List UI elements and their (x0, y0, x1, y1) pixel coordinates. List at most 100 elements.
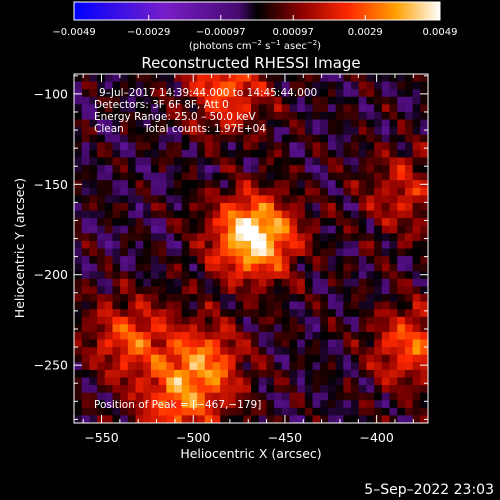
heatmap-cell (412, 385, 421, 394)
heatmap-cell (266, 385, 275, 394)
heatmap-cell (127, 104, 137, 113)
heatmap-cell (158, 119, 167, 128)
heatmap-cell (74, 104, 83, 113)
heatmap-cell (243, 233, 252, 242)
heatmap-cell (212, 377, 221, 386)
heatmap-cell (366, 142, 375, 151)
heatmap-cell (320, 271, 329, 280)
heatmap-cell (412, 331, 421, 341)
heatmap-cell (81, 74, 90, 83)
heatmap-cell (166, 210, 175, 219)
heatmap-cell (404, 324, 414, 333)
heatmap-cell (143, 89, 152, 98)
heatmap-cell (127, 354, 137, 363)
heatmap-cell (235, 142, 244, 151)
heatmap-cell (404, 119, 414, 128)
heatmap-cell (212, 180, 221, 189)
heatmap-cell (274, 149, 283, 159)
heatmap-cell (181, 278, 191, 288)
heatmap-cell (412, 400, 421, 409)
heatmap-cell (97, 157, 106, 166)
heatmap-cell (204, 263, 214, 272)
heatmap-cell (81, 96, 90, 105)
heatmap-cell (189, 157, 198, 166)
heatmap-cell (189, 294, 198, 303)
heatmap-cell (274, 385, 283, 394)
heatmap-cell (227, 225, 237, 234)
heatmap-cell (274, 210, 283, 219)
heatmap-cell (89, 362, 98, 371)
heatmap-cell (397, 89, 406, 98)
heatmap-cell (381, 263, 391, 272)
heatmap-cell (258, 119, 267, 128)
heatmap-cell (158, 256, 167, 265)
heatmap-cell (420, 142, 428, 151)
heatmap-cell (135, 74, 144, 83)
heatmap-cell (389, 119, 398, 128)
heatmap-cell (381, 339, 391, 348)
heatmap-cell (327, 271, 337, 280)
heatmap-cell (127, 324, 137, 333)
heatmap-cell (204, 149, 214, 159)
heatmap-cell (304, 369, 314, 379)
heatmap-cell (335, 157, 344, 166)
heatmap-cell (274, 165, 283, 174)
heatmap-cell (258, 309, 267, 318)
heatmap-cell (166, 202, 175, 212)
heatmap-cell (327, 74, 337, 83)
heatmap-cell (104, 248, 114, 257)
heatmap-cell (112, 407, 121, 417)
heatmap-cell (366, 377, 375, 386)
heatmap-cell (204, 278, 214, 288)
heatmap-cell (235, 111, 244, 121)
heatmap-cell (251, 377, 260, 386)
heatmap-cell (374, 271, 383, 280)
heatmap-cell (304, 316, 314, 325)
heatmap-cell (112, 89, 121, 98)
heatmap-cell (243, 104, 252, 113)
heatmap-cell (235, 339, 244, 348)
heatmap-cell (158, 263, 167, 272)
heatmap-cell (243, 407, 252, 417)
heatmap-cell (420, 256, 428, 265)
heatmap-cell (89, 354, 98, 363)
heatmap-cell (97, 202, 106, 212)
heatmap-cell (97, 104, 106, 113)
heatmap-cell (174, 134, 183, 143)
heatmap-cell (150, 202, 160, 212)
heatmap-cell (320, 233, 329, 242)
heatmap-cell (266, 157, 275, 166)
heatmap-cell (181, 256, 191, 265)
heatmap-cell (274, 134, 283, 143)
heatmap-cell (127, 119, 137, 128)
heatmap-cell (397, 400, 406, 409)
heatmap-cell (235, 377, 244, 386)
heatmap-cell (197, 301, 206, 310)
heatmap-cell (227, 248, 237, 257)
heatmap-cell (412, 180, 421, 189)
heatmap-cell (358, 157, 368, 166)
heatmap-cell (266, 180, 275, 189)
heatmap-cell (227, 81, 237, 90)
heatmap-cell (343, 127, 352, 136)
heatmap-cell (166, 180, 175, 189)
heatmap-cell (104, 271, 114, 280)
heatmap-cell (97, 331, 106, 341)
heatmap-cell (74, 415, 83, 423)
heatmap-cell (135, 187, 144, 196)
heatmap-cell (227, 142, 237, 151)
heatmap-cell (89, 165, 98, 174)
heatmap-cell (120, 89, 129, 98)
heatmap-cell (104, 240, 114, 250)
heatmap-cell (289, 369, 298, 379)
heatmap-cell (158, 362, 167, 371)
colorbar-tick-label: 0.0029 (348, 27, 383, 38)
heatmap-cell (112, 331, 121, 341)
heatmap-cell (112, 172, 121, 181)
heatmap-cell (351, 347, 360, 356)
heatmap-cell (304, 134, 314, 143)
heatmap-cell (358, 202, 368, 212)
heatmap-cell (235, 157, 244, 166)
heatmap-cell (235, 400, 244, 409)
heatmap-cell (358, 377, 368, 386)
